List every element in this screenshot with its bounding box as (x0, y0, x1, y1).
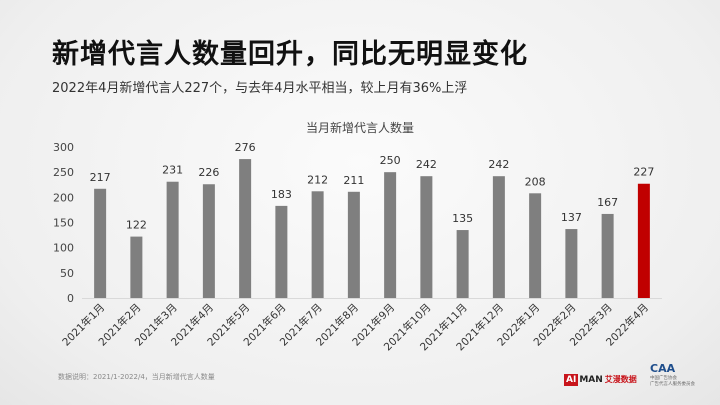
caa-logo-line1: 中国广告协会 (650, 376, 677, 381)
caa-logo: CAA 中国广告协会 广告代言人服务委员会 (650, 362, 706, 398)
y-tick-label: 100 (53, 242, 74, 255)
subheadline: 2022年4月新增代言人227个，与去年4月水平相当，较上月有36%上浮 (52, 81, 468, 96)
data-label: 122 (126, 219, 147, 232)
aiman-logo: AI MAN 艾漫数据 (564, 373, 637, 386)
bar (275, 205, 288, 298)
data-label: 208 (525, 175, 546, 188)
y-tick-label: 300 (53, 141, 74, 154)
data-label: 217 (90, 171, 111, 184)
data-label: 231 (162, 164, 183, 177)
bar (456, 230, 469, 298)
bar (565, 229, 578, 298)
chart-title: 当月新增代言人数量 (305, 121, 414, 135)
caa-logo-line2: 广告代言人服务委员会 (650, 382, 695, 387)
aiman-logo-cn: 艾漫数据 (604, 375, 637, 384)
y-tick-label: 250 (53, 166, 74, 179)
data-label: 212 (307, 173, 328, 186)
bar (311, 191, 324, 298)
data-label: 135 (452, 212, 473, 225)
data-label: 211 (343, 174, 364, 187)
bar (492, 176, 505, 298)
bar (384, 172, 397, 298)
data-label: 137 (561, 211, 582, 224)
y-tick-label: 200 (53, 191, 74, 204)
y-tick-label: 0 (67, 292, 74, 305)
footnote: 数据说明：2021/1-2022/4，当月新增代言人数量 (58, 373, 215, 381)
data-label: 242 (416, 158, 437, 171)
data-label: 242 (488, 158, 509, 171)
bar (347, 191, 360, 298)
bar (601, 213, 614, 298)
bar (166, 181, 179, 298)
data-label: 183 (271, 188, 292, 201)
headline: 新增代言人数量回升，同比无明显变化 (52, 39, 528, 70)
bar (202, 184, 215, 298)
bar (239, 159, 252, 298)
y-tick-label: 150 (53, 217, 74, 230)
data-label: 227 (633, 166, 654, 179)
data-label: 226 (198, 166, 219, 179)
y-tick-label: 50 (60, 267, 74, 280)
bar (529, 193, 542, 298)
bar (94, 188, 107, 298)
bar (637, 183, 650, 298)
data-label: 276 (235, 141, 256, 154)
bar (420, 176, 433, 298)
data-label: 250 (380, 154, 401, 167)
caa-logo-mark: CAA (650, 362, 676, 375)
data-label: 167 (597, 196, 618, 209)
aiman-logo-ai: AI (564, 373, 579, 386)
aiman-logo-man: MAN (579, 374, 603, 385)
bar (130, 236, 143, 298)
